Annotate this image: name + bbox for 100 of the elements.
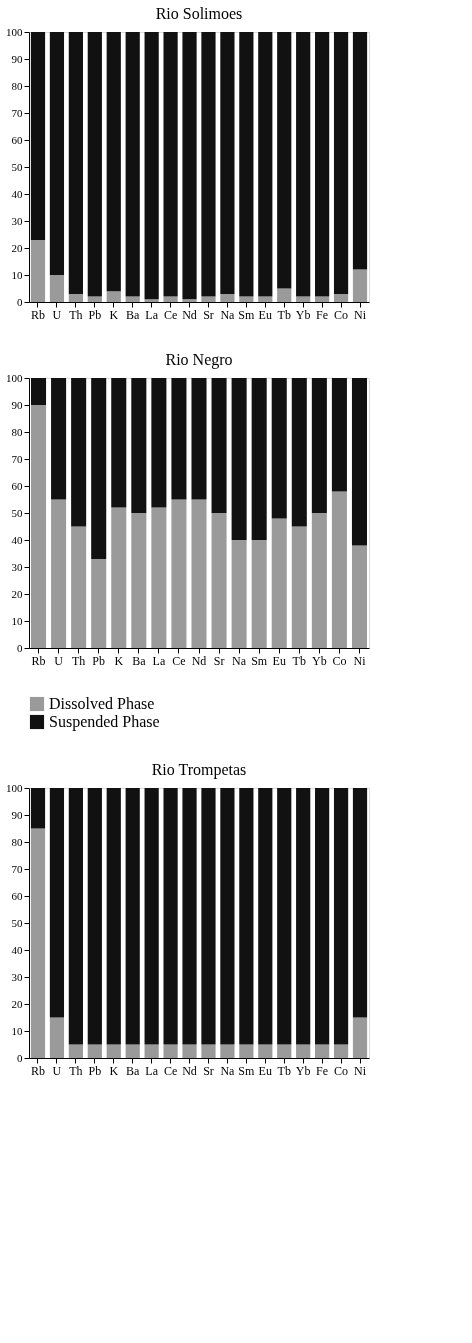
x-tick-label: Ni	[353, 653, 367, 668]
bar	[311, 378, 327, 513]
bar	[163, 296, 178, 302]
bar	[239, 788, 254, 1045]
bar	[125, 32, 140, 297]
x-tick-label: Th	[69, 1063, 83, 1078]
x-tick-label: Nd	[191, 653, 207, 668]
bar	[251, 378, 267, 540]
y-tick-label: 0	[17, 1051, 23, 1064]
bar	[239, 1044, 254, 1058]
y-tick-label: 10	[11, 1024, 23, 1037]
x-tick-label: Eu	[272, 653, 286, 668]
y-tick-label: 80	[11, 79, 23, 92]
x-tick-label: Yb	[295, 307, 311, 322]
x-tick-label: Sm	[238, 1063, 256, 1078]
bar	[51, 499, 67, 648]
bar	[351, 545, 367, 648]
x-tick-label: Sm	[251, 653, 268, 668]
x-tick-label: Tb	[277, 1063, 291, 1078]
bar	[277, 788, 292, 1045]
x-tick-label: Rb	[30, 1063, 46, 1078]
y-tick-label: 0	[17, 295, 23, 308]
bar	[351, 378, 367, 546]
bar	[91, 378, 107, 559]
bar	[352, 788, 368, 1018]
y-tick-label: 50	[11, 916, 23, 929]
y-tick-label: 50	[11, 160, 23, 173]
bar	[87, 32, 102, 297]
bar	[220, 788, 235, 1045]
x-tick-label: Nd	[182, 307, 197, 322]
y-tick-label: 70	[11, 452, 23, 465]
y-tick-label: 20	[11, 997, 23, 1010]
bar	[291, 526, 307, 648]
x-tick-label: Nd	[182, 1063, 197, 1078]
bar	[251, 540, 267, 648]
bar	[277, 1044, 292, 1058]
y-tick-label: 50	[11, 506, 23, 519]
bar	[182, 32, 197, 300]
bar	[239, 296, 254, 302]
bar	[125, 788, 140, 1045]
bar	[333, 32, 349, 294]
bar	[291, 378, 307, 527]
legend-label: Dissolved Phase	[49, 695, 155, 712]
bar	[352, 32, 368, 270]
bar	[296, 1044, 311, 1058]
bar	[333, 788, 349, 1045]
bar	[163, 788, 178, 1045]
bar	[211, 513, 227, 648]
bar	[151, 507, 167, 648]
bar	[296, 32, 311, 297]
bar	[296, 788, 311, 1045]
x-tick-label: Rb	[31, 653, 46, 668]
y-tick-label: 30	[11, 970, 23, 983]
bar	[111, 378, 127, 508]
x-tick-label: Ba	[132, 653, 147, 668]
bar	[315, 788, 330, 1045]
bar	[31, 405, 47, 648]
bar	[144, 1044, 159, 1058]
bar	[201, 32, 216, 297]
x-tick-label: Co	[332, 653, 347, 668]
y-tick-label: 100	[6, 371, 23, 384]
bar	[220, 1044, 235, 1058]
x-tick-label: Ce	[172, 653, 186, 668]
x-tick-label: Th	[69, 307, 83, 322]
bar	[68, 788, 83, 1045]
bar	[106, 291, 121, 302]
y-tick-label: 30	[11, 214, 23, 227]
bar	[315, 32, 330, 297]
bar	[31, 378, 47, 405]
bar	[49, 32, 65, 275]
bar	[163, 1044, 178, 1058]
bar	[271, 378, 287, 519]
x-tick-label: U	[52, 1063, 62, 1078]
x-tick-label: Sr	[203, 307, 214, 322]
bar	[51, 378, 67, 500]
bar	[191, 499, 207, 648]
y-tick-label: 10	[11, 268, 23, 281]
y-tick-label: 80	[11, 425, 23, 438]
x-tick-label: Co	[334, 1063, 349, 1078]
x-tick-label: Ba	[126, 1063, 141, 1078]
y-tick-label: 80	[11, 835, 23, 848]
bar	[182, 299, 197, 302]
x-tick-label: Yb	[312, 653, 327, 668]
bar	[131, 513, 147, 648]
y-tick-label: 10	[11, 614, 23, 627]
bar	[106, 32, 121, 292]
y-tick-label: 30	[11, 560, 23, 573]
x-tick-label: La	[145, 1063, 159, 1078]
x-tick-label: Pb	[88, 307, 102, 322]
bar	[68, 293, 83, 302]
y-tick-label: 60	[11, 889, 23, 902]
bar	[30, 239, 46, 302]
y-tick-label: 0	[17, 641, 23, 654]
x-tick-label: Yb	[295, 1063, 311, 1078]
y-tick-label: 70	[11, 862, 23, 875]
chart-title: Rio Solimoes	[155, 5, 243, 22]
bar	[201, 296, 216, 302]
bar	[315, 1044, 330, 1058]
x-tick-label: Ba	[126, 307, 141, 322]
bar	[68, 1044, 83, 1058]
